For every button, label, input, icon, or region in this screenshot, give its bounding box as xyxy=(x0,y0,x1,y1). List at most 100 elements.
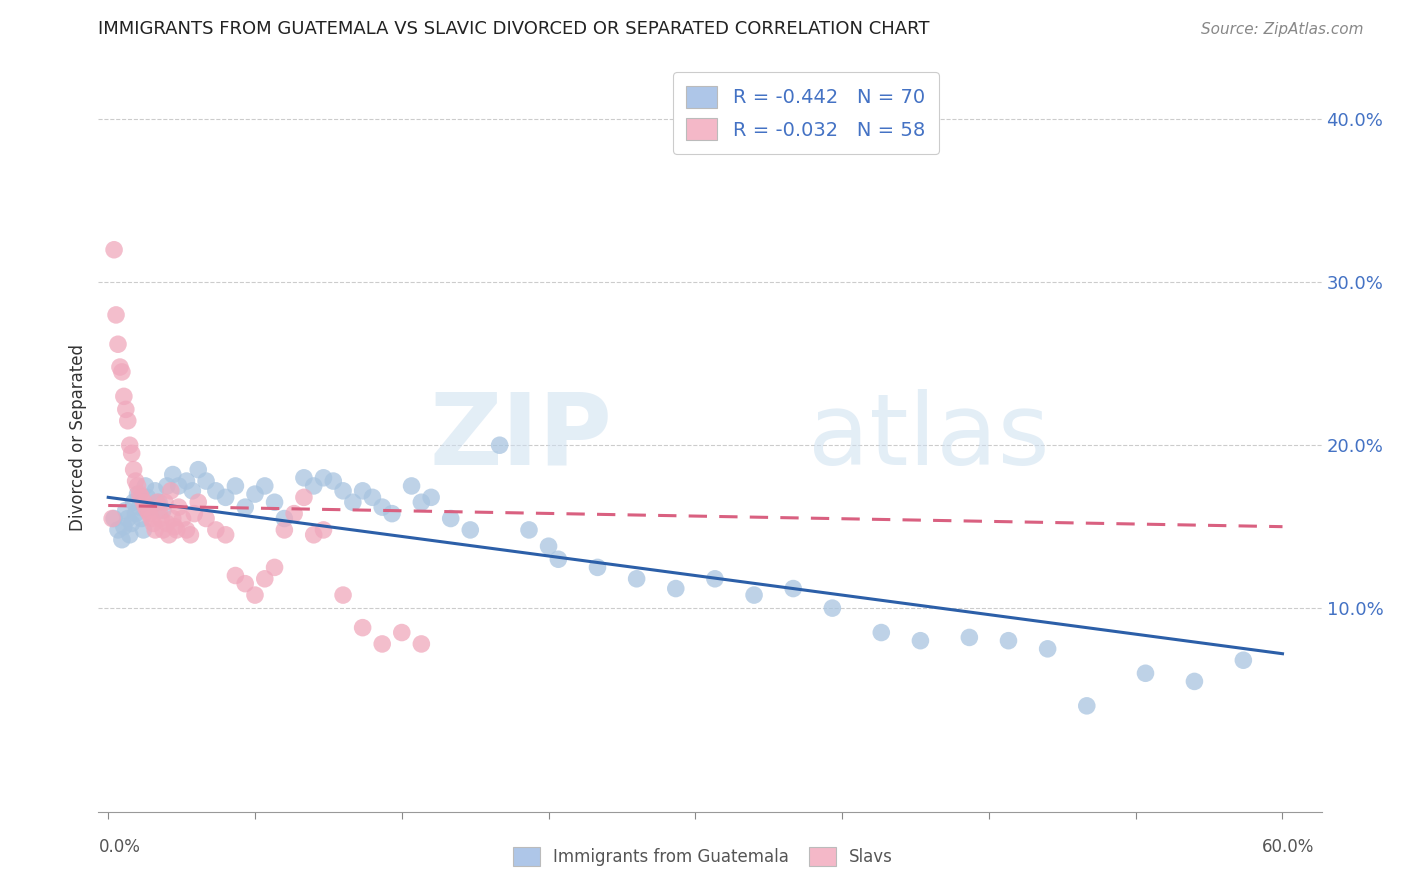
Point xyxy=(101,511,124,525)
Point xyxy=(1076,698,1098,713)
Point xyxy=(176,474,198,488)
Point xyxy=(1036,641,1059,656)
Point xyxy=(292,491,315,505)
Point xyxy=(124,474,146,488)
Point xyxy=(440,511,463,525)
Point xyxy=(302,479,325,493)
Point xyxy=(114,402,136,417)
Point xyxy=(214,528,236,542)
Point xyxy=(124,507,146,521)
Point xyxy=(420,491,443,505)
Point xyxy=(141,511,163,525)
Point xyxy=(138,507,160,521)
Point xyxy=(156,516,179,531)
Point xyxy=(703,572,725,586)
Point xyxy=(381,507,404,521)
Point xyxy=(131,491,153,505)
Point xyxy=(458,523,481,537)
Point xyxy=(214,491,236,505)
Point xyxy=(131,511,153,525)
Point xyxy=(187,495,209,509)
Point xyxy=(263,495,285,509)
Point xyxy=(361,491,384,505)
Point xyxy=(118,438,141,452)
Point xyxy=(117,414,139,428)
Point xyxy=(537,539,560,553)
Point xyxy=(352,621,374,635)
Point xyxy=(117,511,139,525)
Point xyxy=(112,519,135,533)
Point xyxy=(103,243,125,257)
Point xyxy=(957,631,980,645)
Point xyxy=(233,500,256,515)
Point xyxy=(148,503,170,517)
Point xyxy=(1135,666,1157,681)
Point xyxy=(112,389,135,403)
Point xyxy=(371,500,394,515)
Point xyxy=(128,500,150,515)
Point xyxy=(152,503,174,517)
Text: atlas: atlas xyxy=(808,389,1049,485)
Point xyxy=(517,523,540,537)
Point xyxy=(253,479,276,493)
Point xyxy=(411,637,433,651)
Point xyxy=(181,483,204,498)
Point xyxy=(391,625,413,640)
Point xyxy=(283,507,305,521)
Point xyxy=(233,576,256,591)
Point xyxy=(162,467,184,482)
Text: 0.0%: 0.0% xyxy=(98,838,141,855)
Point xyxy=(183,507,205,521)
Point xyxy=(312,523,335,537)
Point xyxy=(312,471,335,485)
Point xyxy=(148,495,170,509)
Point xyxy=(302,528,325,542)
Point xyxy=(128,487,150,501)
Point xyxy=(127,479,149,493)
Point xyxy=(134,500,156,515)
Point xyxy=(488,438,510,452)
Point xyxy=(205,483,228,498)
Point xyxy=(118,528,141,542)
Point xyxy=(107,523,129,537)
Point xyxy=(547,552,569,566)
Point xyxy=(352,483,374,498)
Point xyxy=(332,588,354,602)
Point xyxy=(997,633,1019,648)
Point xyxy=(114,503,136,517)
Point xyxy=(146,495,169,509)
Point xyxy=(152,523,174,537)
Point xyxy=(205,523,228,537)
Point xyxy=(411,495,433,509)
Point xyxy=(111,365,134,379)
Point xyxy=(665,582,688,596)
Point xyxy=(224,568,246,582)
Point xyxy=(910,633,932,648)
Point xyxy=(273,511,295,525)
Point xyxy=(401,479,423,493)
Point xyxy=(243,487,266,501)
Point xyxy=(224,479,246,493)
Point xyxy=(142,516,165,531)
Text: Source: ZipAtlas.com: Source: ZipAtlas.com xyxy=(1201,22,1364,37)
Point xyxy=(176,523,198,537)
Point xyxy=(821,601,844,615)
Point xyxy=(105,308,128,322)
Point xyxy=(108,359,131,374)
Point xyxy=(292,471,315,485)
Point xyxy=(243,588,266,602)
Point xyxy=(122,463,145,477)
Point xyxy=(136,491,159,505)
Point xyxy=(371,637,394,651)
Point xyxy=(742,588,765,602)
Point xyxy=(342,495,364,509)
Text: 60.0%: 60.0% xyxy=(1263,838,1315,855)
Point xyxy=(782,582,804,596)
Point xyxy=(103,511,125,525)
Y-axis label: Divorced or Separated: Divorced or Separated xyxy=(69,343,87,531)
Point xyxy=(141,500,163,515)
Point xyxy=(153,495,176,509)
Point xyxy=(122,495,145,509)
Point xyxy=(586,560,609,574)
Point xyxy=(1184,674,1206,689)
